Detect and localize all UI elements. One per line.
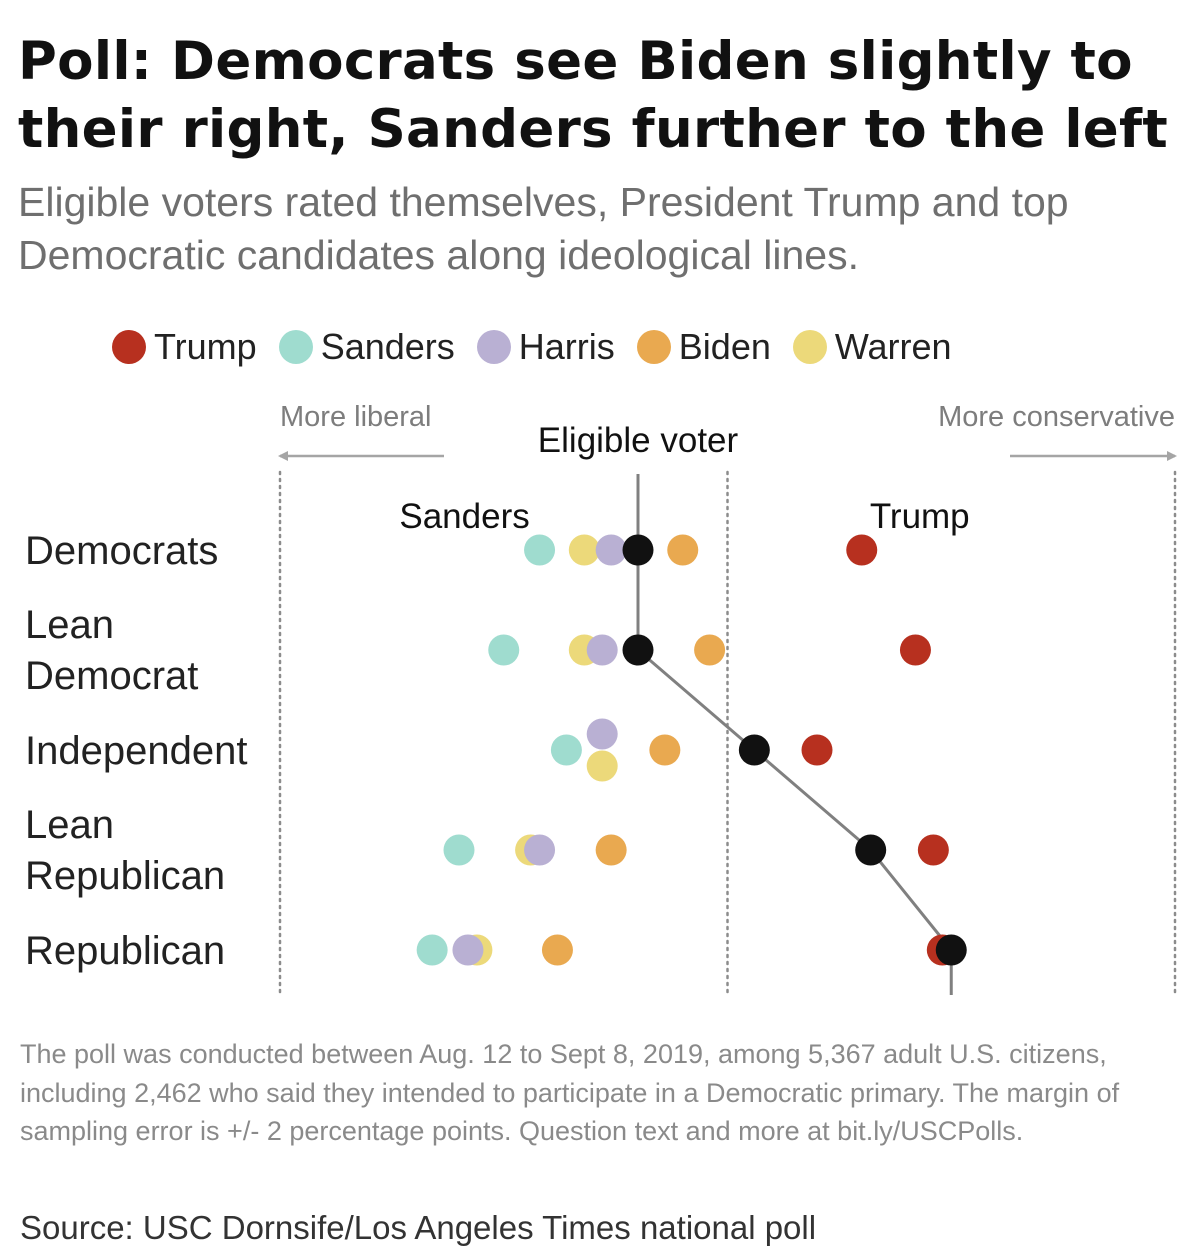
- row-label-line: Lean: [25, 603, 114, 647]
- dot-eligible-voter-lean-democrat: [622, 634, 654, 666]
- row-label-independent: Independent: [25, 729, 247, 773]
- more-liberal-label: More liberal: [280, 401, 432, 433]
- dot-biden-republican: [541, 934, 573, 966]
- dot-trump-lean-democrat: [899, 634, 931, 666]
- legend-swatch-sanders: [278, 330, 313, 364]
- dot-eligible-voter-independent: [738, 734, 770, 766]
- legend-label-harris: Harris: [518, 326, 615, 367]
- annotation-sanders: Sanders: [399, 497, 529, 536]
- dot-plot: More liberal More conservative Democrats L…: [25, 401, 1177, 997]
- dot-biden-independent: [649, 734, 681, 766]
- eligible-voter-label: Eligible voter: [538, 421, 739, 460]
- dot-eligible-voter-democrats: [622, 534, 654, 566]
- dot-sanders-lean-republican: [443, 834, 475, 866]
- row-label-line: Republican: [25, 929, 225, 973]
- dot-sanders-independent: [550, 734, 582, 766]
- chart-title: Poll: Democrats see Biden slightly to th…: [18, 31, 1169, 160]
- row-label-lean-republican: Lean Republican: [25, 803, 225, 898]
- legend-item-trump: Trump: [112, 326, 257, 368]
- dot-sanders-lean-democrat: [488, 634, 520, 666]
- dot-harris-republican: [452, 934, 484, 966]
- dot-trump-independent: [801, 734, 833, 766]
- dot-harris-democrats: [595, 534, 627, 566]
- row-label-line: Lean: [25, 803, 114, 847]
- legend-label-biden: Biden: [678, 326, 771, 367]
- source-line: Source: USC Dornsife/Los Angeles Times n…: [20, 1209, 817, 1246]
- dot-biden-lean-republican: [595, 834, 627, 866]
- legend-item-biden: Biden: [636, 326, 771, 368]
- legend-item-sanders: Sanders: [278, 326, 455, 368]
- legend-label-sanders: Sanders: [320, 326, 455, 367]
- row-label-lean-democrat: Lean Democrat: [25, 603, 198, 698]
- legend-swatch-harris: [476, 330, 511, 364]
- legend-label-trump: Trump: [154, 326, 257, 367]
- dot-warren-independent: [586, 750, 618, 782]
- legend-item-harris: Harris: [476, 326, 615, 368]
- dot-sanders-republican: [416, 934, 448, 966]
- row-label-democrats: Democrats: [25, 529, 218, 573]
- dot-harris-lean-democrat: [586, 634, 618, 666]
- legend-item-warren: Warren: [792, 326, 952, 368]
- more-conservative-label: More conservative: [938, 401, 1175, 433]
- dot-sanders-democrats: [524, 534, 556, 566]
- annotation-trump: Trump: [870, 497, 970, 536]
- footnote: The poll was conducted between Aug. 12 t…: [20, 1039, 1120, 1146]
- legend: Trump Sanders Harris Biden Warren: [112, 322, 974, 372]
- row-label-republican: Republican: [25, 929, 225, 973]
- dot-warren-democrats: [568, 534, 600, 566]
- row-label-line: Republican: [25, 854, 225, 898]
- legend-swatch-biden: [636, 330, 671, 364]
- legend-label-warren: Warren: [834, 326, 952, 367]
- row-label-line: Democrats: [25, 529, 218, 573]
- dot-trump-lean-republican: [917, 834, 949, 866]
- dot-biden-lean-democrat: [694, 634, 726, 666]
- dot-harris-lean-republican: [524, 834, 556, 866]
- legend-swatch-trump: [112, 330, 146, 364]
- dot-harris-independent: [586, 718, 618, 750]
- row-label-line: Independent: [25, 729, 247, 773]
- dot-biden-democrats: [667, 534, 699, 566]
- row-label-line: Democrat: [25, 654, 198, 698]
- dot-eligible-voter-republican: [935, 934, 967, 966]
- dot-eligible-voter-lean-republican: [855, 834, 887, 866]
- chart-subtitle: Eligible voters rated themselves, Presid…: [18, 179, 1069, 278]
- dot-trump-democrats: [846, 534, 878, 566]
- legend-swatch-warren: [792, 330, 827, 364]
